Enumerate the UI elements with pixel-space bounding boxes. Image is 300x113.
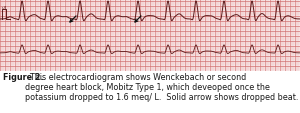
- Text: This electrocardiogram shows Wenckebach or second
degree heart block, Mobitz Typ: This electrocardiogram shows Wenckebach …: [25, 72, 298, 102]
- Text: v1: v1: [2, 6, 8, 11]
- Text: Figure 2.: Figure 2.: [3, 72, 43, 81]
